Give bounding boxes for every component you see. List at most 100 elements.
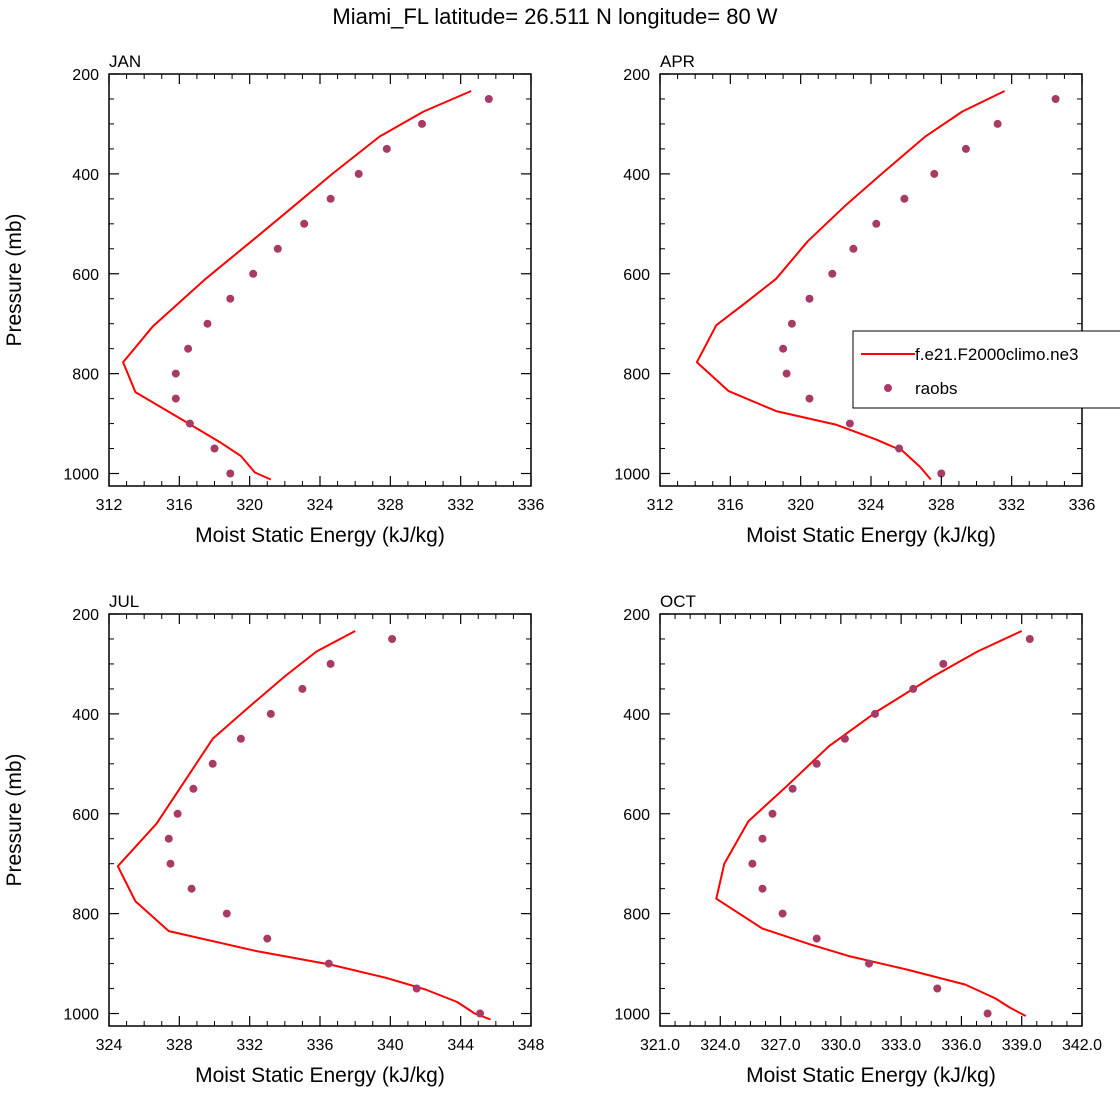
raobs-point (263, 934, 272, 943)
x-tick-label: 330.0 (821, 1037, 861, 1054)
x-tick-label: 328 (377, 497, 404, 514)
raobs-point (778, 909, 787, 918)
x-tick-label: 316 (717, 497, 744, 514)
y-tick-label: 200 (72, 607, 99, 624)
raobs-point (324, 959, 333, 968)
x-axis-title: Moist Static Energy (kJ/kg) (195, 524, 445, 547)
y-tick-label: 800 (72, 907, 99, 924)
raobs-point (812, 934, 821, 943)
raobs-point (939, 659, 948, 668)
x-tick-label: 336 (518, 497, 545, 514)
x-tick-label: 320 (236, 497, 263, 514)
panels: 312 316 320 324 328 332 336 200 400 600 800 1000 JAN… (3, 52, 1102, 1087)
legend-label-raobs: raobs (915, 379, 958, 398)
plot-area (715, 630, 1034, 1018)
plot-area (122, 90, 493, 481)
legend-label-model: f.e21.F2000climo.ne3 (915, 345, 1079, 364)
panel-jan: 312 316 320 324 328 332 336 200 400 600 800 1000 JAN… (3, 52, 544, 547)
raobs-point (805, 394, 814, 403)
y-tick-label: 200 (623, 607, 650, 624)
legend-box (852, 330, 1120, 409)
x-axis-title: Moist Static Energy (kJ/kg) (746, 524, 996, 547)
raobs-point (418, 119, 426, 128)
raobs-point (840, 734, 849, 743)
x-axis-title: Moist Static Energy (kJ/kg) (746, 1064, 996, 1087)
raobs-point (189, 784, 198, 793)
y-tick-label: 400 (72, 707, 99, 724)
panel-label: OCT (660, 592, 696, 611)
legend-dot-swatch (884, 384, 892, 392)
x-tick-label: 324 (307, 497, 334, 514)
y-tick-label: 600 (72, 807, 99, 824)
x-tick-label: 339.0 (1002, 1037, 1042, 1054)
x-tick-label: 327.0 (761, 1037, 801, 1054)
x-tick-label: 348 (518, 1037, 545, 1054)
y-tick-label: 600 (623, 807, 650, 824)
y-tick-label: 1000 (63, 467, 99, 484)
raobs-point (164, 834, 173, 843)
raobs-point (1025, 635, 1034, 643)
series-line-model (122, 90, 472, 481)
plot-area (116, 630, 491, 1021)
x-tick-label: 324 (96, 1037, 123, 1054)
raobs-point (326, 659, 335, 668)
y-tick-label: 600 (72, 267, 99, 284)
raobs-point (758, 884, 767, 893)
raobs-point (768, 809, 777, 818)
x-tick-label: 344 (447, 1037, 474, 1054)
x-axis-title: Moist Static Energy (kJ/kg) (195, 1064, 445, 1087)
y-tick-label: 200 (623, 67, 650, 84)
raobs-point (382, 144, 391, 153)
raobs-point (909, 684, 918, 693)
y-tick-label: 1000 (614, 1007, 650, 1024)
panel-label: APR (660, 52, 695, 71)
series-line-model (715, 630, 1027, 1017)
raobs-point (210, 444, 219, 453)
y-tick-label: 400 (72, 167, 99, 184)
y-tick-label: 200 (72, 67, 99, 84)
raobs-point (249, 269, 258, 278)
raobs-point (758, 834, 767, 843)
raobs-point (788, 784, 797, 793)
raobs-point (937, 469, 946, 478)
y-tick-label: 800 (623, 367, 650, 384)
x-tick-label: 328 (928, 497, 955, 514)
raobs-point (1051, 95, 1060, 103)
legend: f.e21.F2000climo.ne3 raobs (852, 330, 1120, 409)
raobs-point (266, 709, 275, 718)
raobs-point (388, 635, 397, 643)
raobs-point (849, 244, 858, 253)
x-tick-label: 332 (447, 497, 474, 514)
raobs-point (871, 709, 879, 718)
raobs-point (171, 394, 180, 403)
x-tick-label: 316 (166, 497, 193, 514)
x-tick-label: 324 (858, 497, 885, 514)
raobs-point (354, 169, 363, 178)
figure-title: Miami_FL latitude= 26.511 N longitude= 8… (332, 4, 777, 29)
raobs-point (187, 884, 196, 893)
y-tick-label: 1000 (63, 1007, 99, 1024)
raobs-point (484, 95, 493, 103)
series-line-model (116, 630, 491, 1021)
y-tick-label: 400 (623, 167, 650, 184)
x-tick-label: 312 (96, 497, 123, 514)
y-tick-label: 400 (623, 707, 650, 724)
raobs-point (166, 859, 175, 868)
raobs-point (226, 294, 235, 303)
panel-label: JAN (109, 52, 141, 71)
raobs-point (930, 169, 939, 178)
raobs-point (872, 219, 881, 228)
x-tick-label: 336 (1069, 497, 1096, 514)
x-tick-label: 332 (998, 497, 1025, 514)
x-tick-label: 333.0 (881, 1037, 921, 1054)
raobs-point (993, 119, 1002, 128)
raobs-point (779, 344, 788, 353)
raobs-point (895, 444, 904, 453)
raobs-point (226, 469, 235, 478)
x-tick-label: 336.0 (941, 1037, 981, 1054)
y-axis-title: Pressure (mb) (3, 753, 26, 886)
series-line-model (695, 90, 1006, 481)
y-tick-label: 1000 (614, 467, 650, 484)
raobs-point (805, 294, 814, 303)
